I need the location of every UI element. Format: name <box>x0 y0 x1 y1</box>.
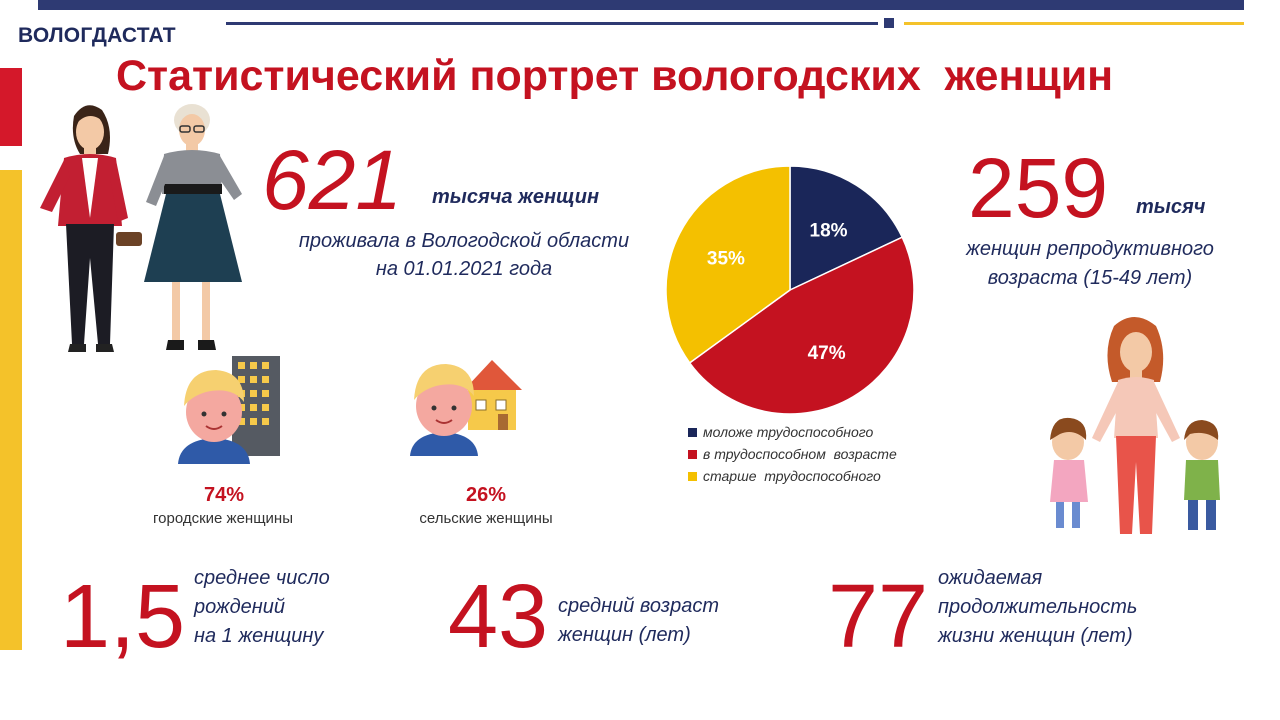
reproductive-unit: тысяч <box>1136 196 1206 218</box>
life-expectancy-desc-3: жизни женщин (лет) <box>938 625 1133 647</box>
age-structure-pie-chart: 18% 47% 35% <box>665 165 915 415</box>
pie-slice-working <box>688 236 915 415</box>
side-bar-gold <box>0 170 22 650</box>
life-expectancy-desc-1: ожидаемая <box>938 567 1043 589</box>
legend-item-old: старше трудоспособного <box>688 468 897 484</box>
mean-age-desc: средний возраст женщин (лет) <box>558 592 719 650</box>
population-desc-1: проживала в Вологодской области <box>298 230 630 252</box>
rural-label: сельские женщины <box>419 510 553 527</box>
urban-pct: 74% <box>203 484 245 506</box>
header-line-navy <box>226 22 878 25</box>
mean-age-desc-1: средний возраст <box>558 595 719 617</box>
two-women-icon <box>40 104 242 352</box>
mean-age-desc-2: женщин (лет) <box>558 624 691 646</box>
pie-slice-young-label: 18% <box>810 220 848 241</box>
legend-swatch <box>688 449 697 459</box>
pie-legend: моложе трудоспособного в трудоспособном … <box>688 424 897 490</box>
reproductive-desc-1: женщин репродуктивного <box>966 238 1214 260</box>
brand-logo: ВОЛОГДАСТАТ <box>18 24 176 47</box>
side-bar-red <box>0 68 22 146</box>
births-desc-1: среднее число <box>194 567 330 589</box>
pie-slice-old <box>665 165 791 364</box>
city-woman-icon <box>178 356 280 464</box>
mean-age-value: 43 <box>448 567 549 667</box>
births-desc-3: на 1 женщину <box>194 625 324 647</box>
life-expectancy-desc: ожидаемая продолжительность жизни женщин… <box>938 564 1137 651</box>
reproductive-value: 259 <box>968 141 1109 235</box>
legend-swatch <box>688 427 697 437</box>
legend-swatch <box>688 471 697 481</box>
top-bar <box>38 0 1244 10</box>
rural-woman-icon <box>410 360 522 456</box>
births-desc: среднее число рождений на 1 женщину <box>194 564 330 651</box>
births-value: 1,5 <box>60 567 186 667</box>
pie-slice-working-label: 47% <box>808 343 846 364</box>
births-desc-2: рождений <box>194 596 285 618</box>
mother-with-children-icon <box>1050 317 1220 534</box>
header-square <box>884 18 894 28</box>
legend-item-young: моложе трудоспособного <box>688 424 897 440</box>
page-title: Статистический портрет вологодских женщи… <box>116 52 1114 100</box>
population-value: 621 <box>262 133 403 227</box>
reproductive-desc-2: возраста (15-49 лет) <box>987 267 1193 289</box>
pie-slice-young <box>789 165 904 292</box>
life-expectancy-desc-2: продолжительность <box>938 596 1138 618</box>
urban-label: городские женщины <box>153 510 293 527</box>
header-line-gold <box>904 22 1244 25</box>
life-expectancy-value: 77 <box>828 567 929 667</box>
population-unit: тысяча женщин <box>432 186 600 208</box>
population-desc-2: на 01.01.2021 года <box>375 258 553 280</box>
rural-pct: 26% <box>465 484 507 506</box>
pie-slice-old-label: 35% <box>707 248 745 269</box>
legend-item-working: в трудоспособном возрасте <box>688 446 897 462</box>
